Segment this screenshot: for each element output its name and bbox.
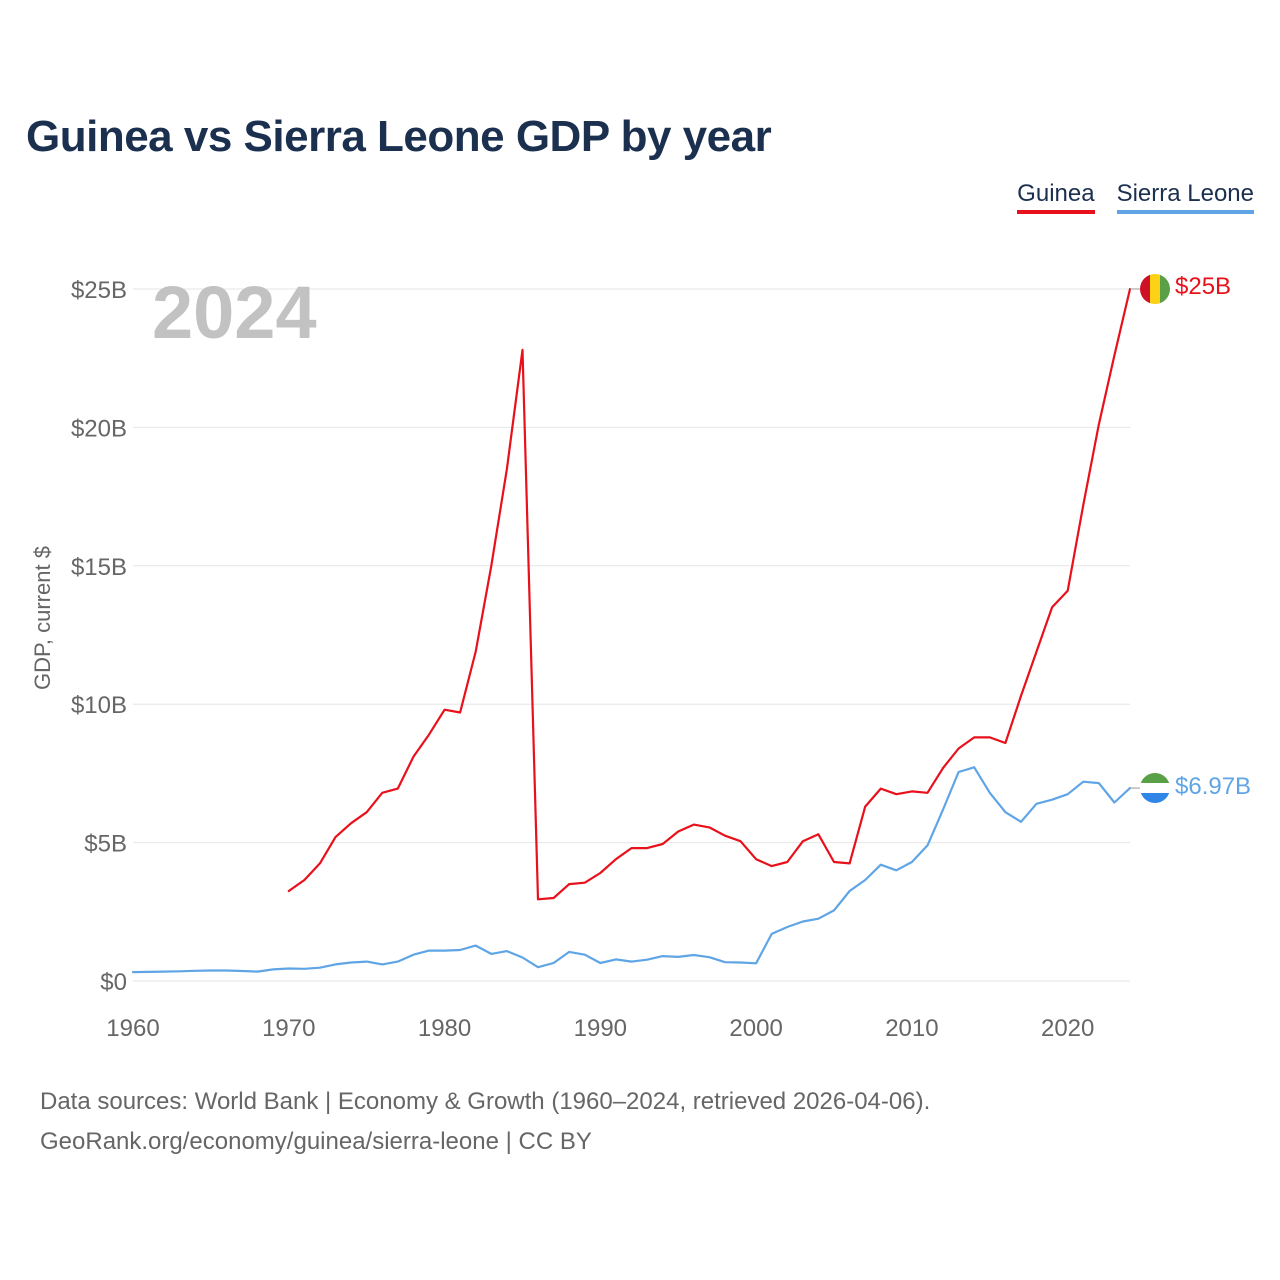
series-lines xyxy=(131,287,1140,974)
y-tick-label: $15B xyxy=(71,554,127,581)
x-tick-label: 2000 xyxy=(729,1015,782,1042)
y-tick-label: $5B xyxy=(84,831,127,858)
chart-title: Guinea vs Sierra Leone GDP by year xyxy=(26,112,772,161)
sierra-leone-end-value-label: $6.97B xyxy=(1175,773,1251,800)
guinea-end-value-label: $25B xyxy=(1175,273,1231,300)
y-tick-label: $0 xyxy=(100,969,127,996)
guinea-flag-icon xyxy=(1140,274,1170,304)
y-tick-label: $25B xyxy=(71,277,127,304)
x-axis-ticks: 1960 1970 1980 1990 2000 2010 2020 xyxy=(106,1015,1094,1042)
year-watermark: 2024 xyxy=(152,271,317,354)
gridlines xyxy=(133,288,1130,982)
y-tick-label: $10B xyxy=(71,692,127,719)
legend: Guinea Sierra Leone xyxy=(1017,180,1254,214)
y-axis-label: GDP, current $ xyxy=(30,546,55,690)
series-line-sierra-leone[interactable] xyxy=(131,766,1132,974)
x-tick-label: 1980 xyxy=(418,1015,471,1042)
x-tick-label: 2020 xyxy=(1041,1015,1094,1042)
footer: Data sources: World Bank | Economy & Gro… xyxy=(40,1082,930,1162)
data-source-note: Data sources: World Bank | Economy & Gro… xyxy=(40,1088,931,1115)
source-url: GeoRank.org/economy/guinea/sierra-leone … xyxy=(40,1128,592,1155)
x-tick-label: 1960 xyxy=(106,1015,159,1042)
y-tick-label: $20B xyxy=(71,415,127,442)
legend-item-guinea[interactable]: Guinea xyxy=(1017,180,1095,214)
legend-item-sierra-leone[interactable]: Sierra Leone xyxy=(1116,180,1254,214)
x-tick-label: 2010 xyxy=(885,1015,938,1042)
y-axis-ticks: $0 $5B $10B $15B $20B $25B xyxy=(71,277,127,996)
series-line-guinea[interactable] xyxy=(287,287,1132,901)
x-tick-label: 1990 xyxy=(574,1015,627,1042)
x-tick-label: 1970 xyxy=(262,1015,315,1042)
sierra-leone-flag-icon xyxy=(1140,773,1170,803)
